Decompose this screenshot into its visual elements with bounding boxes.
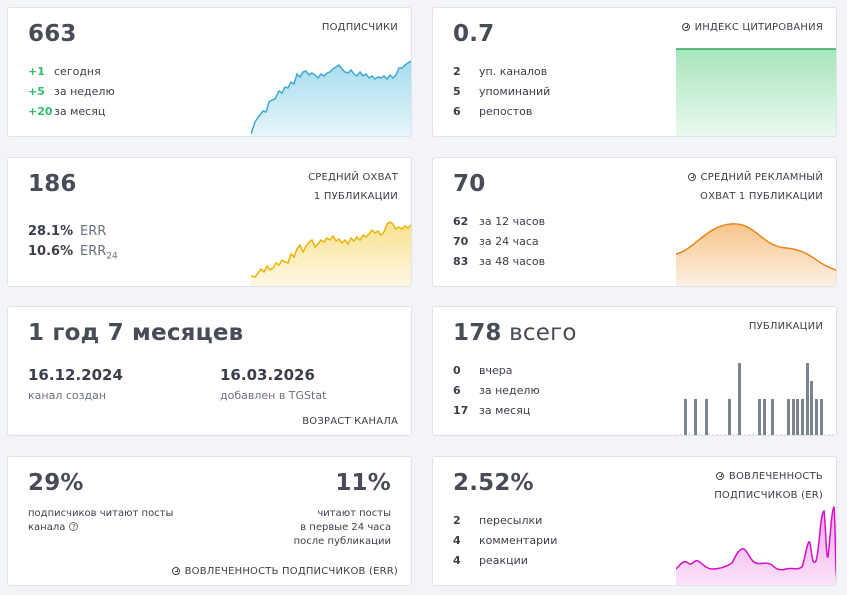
average-reach-value: 186 bbox=[28, 171, 77, 197]
info-icon[interactable] bbox=[687, 173, 696, 181]
created-date: 16.12.2024 bbox=[28, 366, 123, 384]
ad-reach-area bbox=[676, 223, 836, 286]
bar bbox=[738, 363, 741, 435]
stat-row: 4 реакции bbox=[453, 554, 528, 567]
engagement-er-card[interactable]: 2.52% Вовлеченность подписчиков (ER) 2 пер… bbox=[432, 456, 837, 586]
publications-card[interactable]: 178 всего Публикации 0 вчера 6 за неделю 1… bbox=[432, 306, 837, 436]
engagement-err-card[interactable]: 29% подписчиков читают посты канала? 11%… bbox=[7, 456, 412, 586]
stat-row: 4 комментарии bbox=[453, 534, 558, 547]
stat-row: 2 уп. каналов bbox=[453, 65, 548, 78]
publications-bars[interactable] bbox=[676, 359, 836, 436]
subscribers-stats: +1 сегодня +5 за неделю +20за месяц bbox=[28, 62, 115, 122]
subscribers-area bbox=[251, 61, 411, 136]
channel-age-title: Возраст канала bbox=[302, 416, 398, 427]
stat-row: +5 за неделю bbox=[28, 85, 115, 98]
stat-row: +20за месяц bbox=[28, 105, 106, 118]
bar bbox=[728, 399, 731, 435]
er-line bbox=[676, 506, 836, 578]
stat-row: 70 за 24 часа bbox=[453, 235, 539, 248]
bar bbox=[787, 399, 790, 435]
subscribers-card[interactable]: 663 Подписчики +1 сегодня +5 за неделю +20… bbox=[7, 7, 412, 137]
engagement-er-title: Вовлеченность подписчиков (ER) bbox=[714, 471, 823, 501]
added-label: добавлен в TGStat bbox=[220, 389, 327, 402]
channel-age-card[interactable]: 1 год 7 месяцев 16.12.2024 канал создан … bbox=[7, 306, 412, 436]
er-sparkline[interactable] bbox=[676, 503, 837, 586]
reach-line bbox=[251, 221, 411, 278]
bar bbox=[694, 399, 697, 435]
er-value: 2.52% bbox=[453, 470, 534, 496]
ad-reach-stats: 62 за 12 часов 70 за 24 часа 83 за 48 часов bbox=[453, 212, 545, 272]
stat-row: 62 за 12 часов bbox=[453, 215, 546, 228]
er-stats: 2 пересылки 4 комментарии 4 реакции bbox=[453, 511, 557, 571]
readers-description: подписчиков читают посты канала? bbox=[28, 508, 174, 533]
citation-stats: 2 уп. каналов 5 упоминаний 6 репостов bbox=[453, 62, 550, 122]
bar bbox=[684, 399, 687, 435]
err-row: 28.1% ERR bbox=[28, 224, 107, 239]
info-icon[interactable] bbox=[681, 23, 690, 31]
publications-count: 178 всего bbox=[453, 320, 577, 346]
added-date: 16.03.2026 bbox=[220, 366, 315, 384]
reach-area bbox=[251, 222, 411, 286]
subscribers-sparkline[interactable] bbox=[251, 56, 411, 136]
ad-reach-value: 70 bbox=[453, 171, 486, 197]
citation-index-value: 0.7 bbox=[453, 21, 495, 47]
stat-row: 17 за месяц bbox=[453, 404, 531, 417]
reach-sparkline[interactable] bbox=[251, 216, 411, 286]
ad-reach-card[interactable]: 70 Средний рекламный охват 1 публикации 6… bbox=[432, 157, 837, 287]
stat-row: 0 вчера bbox=[453, 364, 513, 377]
first-day-readers-description: читают посты в первые 24 часа после публ… bbox=[293, 508, 391, 547]
stat-row: 5 упоминаний bbox=[453, 85, 551, 98]
readers-percent: 29% bbox=[28, 470, 84, 496]
ad-reach-curve[interactable] bbox=[676, 216, 837, 287]
reach-err-stats: 28.1% ERR 10.6% ERR24 bbox=[28, 222, 118, 267]
publications-title: Публикации bbox=[748, 321, 823, 332]
publications-stats: 0 вчера 6 за неделю 17 за месяц bbox=[453, 361, 540, 421]
bar bbox=[820, 399, 823, 435]
ad-reach-title: Средний рекламный охват 1 публикации bbox=[687, 168, 823, 206]
citation-card[interactable]: 0.7 Индекс цитирования 2 уп. каналов 5 упо… bbox=[432, 7, 837, 137]
bar bbox=[806, 363, 809, 435]
channel-age-value: 1 год 7 месяцев bbox=[28, 320, 244, 346]
citation-sparkline[interactable] bbox=[676, 48, 837, 137]
help-icon[interactable]: ? bbox=[69, 522, 79, 531]
reach-card[interactable]: 186 Средний охват 1 публикации 28.1% ERR 1… bbox=[7, 157, 412, 287]
bar bbox=[763, 399, 766, 435]
info-icon[interactable] bbox=[715, 472, 724, 480]
first-day-readers-percent: 11% bbox=[335, 470, 391, 496]
ad-reach-line bbox=[676, 223, 836, 271]
citation-title: Индекс цитирования bbox=[681, 18, 823, 37]
citation-area bbox=[676, 49, 836, 136]
reach-title: Средний охват 1 публикации bbox=[308, 172, 398, 202]
subscribers-line bbox=[251, 60, 411, 135]
err24-row: 10.6% ERR24 bbox=[28, 244, 118, 262]
bar bbox=[792, 399, 795, 435]
bar bbox=[810, 381, 813, 435]
stat-row: 6 репостов bbox=[453, 105, 533, 118]
stat-row: 2 пересылки bbox=[453, 514, 543, 527]
bar bbox=[705, 399, 708, 435]
stat-row: 6 за неделю bbox=[453, 384, 540, 397]
bar bbox=[796, 399, 799, 435]
stat-row: +1 сегодня bbox=[28, 65, 101, 78]
er-area bbox=[676, 507, 836, 585]
subscribers-count: 663 bbox=[28, 21, 77, 47]
bar bbox=[815, 399, 818, 435]
info-icon[interactable] bbox=[171, 567, 180, 575]
engagement-err-title: Вовлеченность подписчиков (ERR) bbox=[171, 562, 398, 581]
bar bbox=[758, 399, 761, 435]
subscribers-title: Подписчики bbox=[321, 22, 398, 33]
stat-row: 83 за 48 часов bbox=[453, 255, 546, 268]
bar bbox=[771, 399, 774, 435]
bar bbox=[801, 399, 804, 435]
created-label: канал создан bbox=[28, 389, 107, 402]
